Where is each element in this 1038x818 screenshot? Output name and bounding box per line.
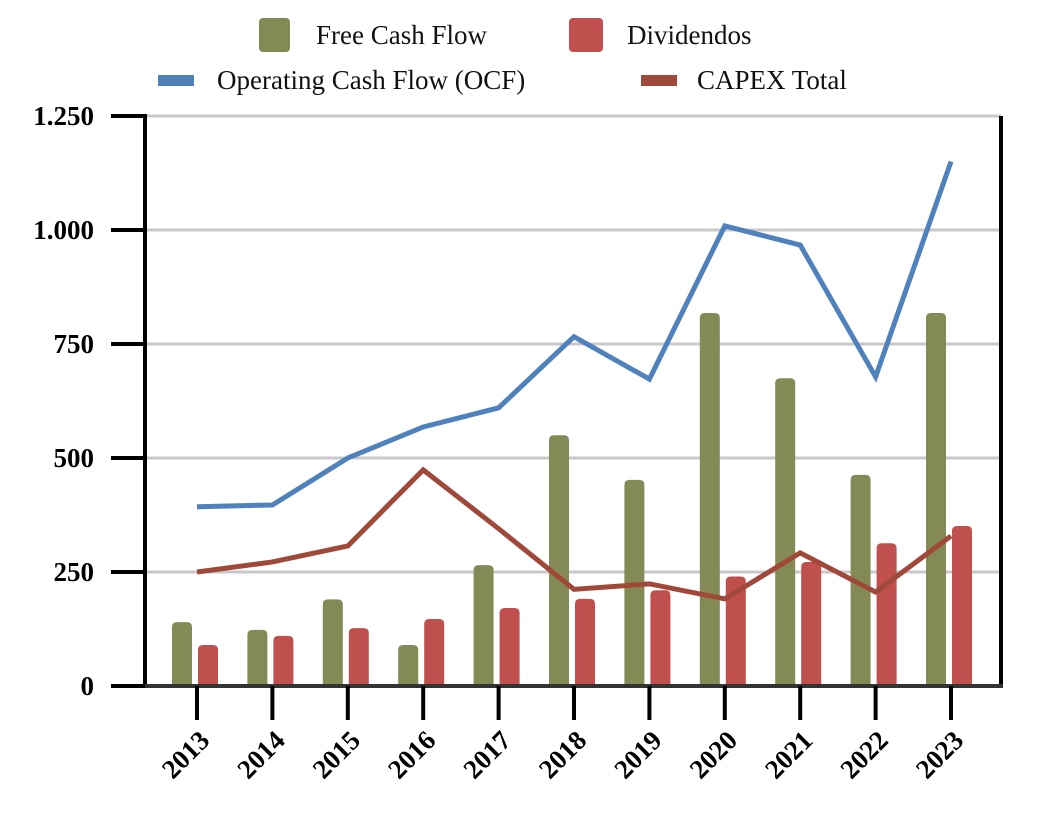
bar-dividendos-2013 <box>198 644 218 686</box>
bar-free-cash-flow-2018 <box>549 435 569 686</box>
bar-dividendos-2023 <box>952 525 972 686</box>
bar-free-cash-flow-2023 <box>926 312 946 686</box>
y-tick-label: 1.250 <box>33 101 94 131</box>
bar-free-cash-flow-2014 <box>247 629 268 686</box>
legend-label-free-cash-flow: Free Cash Flow <box>316 20 487 50</box>
y-tick-label: 250 <box>54 557 95 587</box>
bar-free-cash-flow-2016 <box>398 644 419 686</box>
bar-free-cash-flow-2017 <box>473 565 494 686</box>
y-tick-label: 0 <box>81 671 95 701</box>
bar-dividendos-2014 <box>273 635 294 686</box>
legend-swatch-free-cash-flow <box>259 18 290 52</box>
y-tick-label: 1.000 <box>33 215 94 245</box>
bar-dividendos-2021 <box>801 561 822 686</box>
bar-dividendos-2015 <box>348 628 369 686</box>
legend: Free Cash Flow Dividendos Operating Cash… <box>158 18 847 95</box>
legend-item-capex[interactable]: CAPEX Total <box>641 65 847 95</box>
legend-swatch-capex <box>641 75 677 86</box>
x-tick-label: 2021 <box>759 725 818 784</box>
legend-swatch-ocf <box>158 75 194 86</box>
bar-free-cash-flow-2020 <box>699 312 720 686</box>
bars <box>172 312 972 686</box>
bar-dividendos-2020 <box>725 576 746 686</box>
x-tick-label: 2013 <box>156 725 215 784</box>
bar-free-cash-flow-2022 <box>850 474 871 686</box>
y-axis-ticks: 0 250 500 750 1.000 1.250 <box>33 101 145 701</box>
x-tick-label: 2019 <box>608 725 667 784</box>
bar-dividendos-2018 <box>575 598 595 686</box>
legend-label-ocf: Operating Cash Flow (OCF) <box>217 65 525 95</box>
bar-dividendos-2019 <box>650 590 671 686</box>
bar-dividendos-2022 <box>876 543 897 686</box>
bar-free-cash-flow-2013 <box>172 622 192 686</box>
line-capex-total <box>196 466 953 602</box>
x-axis-ticks: 2013 2014 2015 2016 2017 2018 2019 2020 2021 2022… <box>156 686 969 784</box>
legend-swatch-dividendos <box>569 18 603 52</box>
x-tick-label: 2014 <box>231 725 290 784</box>
bar-free-cash-flow-2021 <box>775 378 796 686</box>
bar-free-cash-flow-2015 <box>322 599 343 686</box>
legend-item-ocf[interactable]: Operating Cash Flow (OCF) <box>158 65 525 95</box>
bar-dividendos-2017 <box>499 608 520 686</box>
legend-label-capex: CAPEX Total <box>697 65 847 95</box>
y-tick-label: 750 <box>54 329 95 359</box>
legend-item-free-cash-flow[interactable]: Free Cash Flow <box>259 18 487 52</box>
line-operating-cash-flow-ocf <box>196 160 954 510</box>
x-tick-label: 2015 <box>307 725 366 784</box>
legend-item-dividendos[interactable]: Dividendos <box>569 18 752 52</box>
legend-label-dividendos: Dividendos <box>627 20 752 50</box>
lines <box>196 160 954 602</box>
x-tick-label: 2017 <box>457 725 516 784</box>
x-tick-label: 2022 <box>834 725 893 784</box>
axes <box>143 114 1003 688</box>
x-tick-label: 2016 <box>382 725 441 784</box>
x-tick-label: 2023 <box>910 725 969 784</box>
bar-dividendos-2016 <box>424 618 445 686</box>
x-tick-label: 2018 <box>533 725 592 784</box>
x-tick-label: 2020 <box>684 725 743 784</box>
y-tick-label: 500 <box>54 443 95 473</box>
